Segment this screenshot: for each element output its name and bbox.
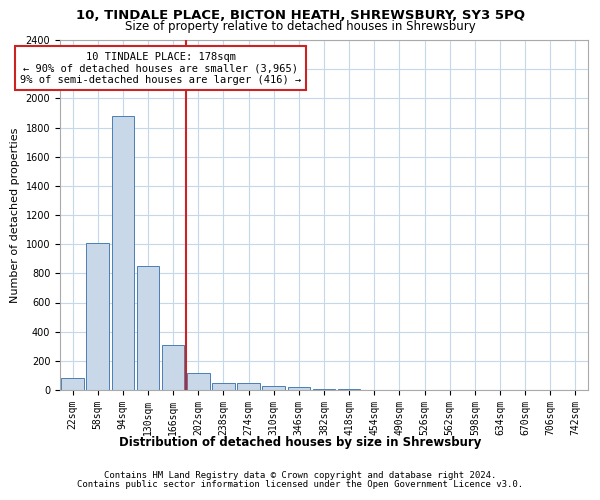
Bar <box>287 387 310 390</box>
Bar <box>262 386 285 390</box>
Text: Contains HM Land Registry data © Crown copyright and database right 2024.: Contains HM Land Registry data © Crown c… <box>104 471 496 480</box>
Bar <box>112 116 134 390</box>
Bar <box>313 388 335 390</box>
Bar <box>187 373 209 390</box>
Text: Distribution of detached houses by size in Shrewsbury: Distribution of detached houses by size … <box>119 436 481 449</box>
Text: Contains public sector information licensed under the Open Government Licence v3: Contains public sector information licen… <box>77 480 523 489</box>
Bar <box>86 242 109 390</box>
Bar <box>61 378 84 390</box>
Bar <box>162 345 184 390</box>
Text: 10, TINDALE PLACE, BICTON HEATH, SHREWSBURY, SY3 5PQ: 10, TINDALE PLACE, BICTON HEATH, SHREWSB… <box>76 9 524 22</box>
Text: 10 TINDALE PLACE: 178sqm
← 90% of detached houses are smaller (3,965)
9% of semi: 10 TINDALE PLACE: 178sqm ← 90% of detach… <box>20 52 301 85</box>
Text: Size of property relative to detached houses in Shrewsbury: Size of property relative to detached ho… <box>125 20 475 33</box>
Y-axis label: Number of detached properties: Number of detached properties <box>10 128 20 302</box>
Bar <box>137 266 160 390</box>
Bar <box>237 384 260 390</box>
Bar <box>338 388 361 390</box>
Bar <box>212 382 235 390</box>
